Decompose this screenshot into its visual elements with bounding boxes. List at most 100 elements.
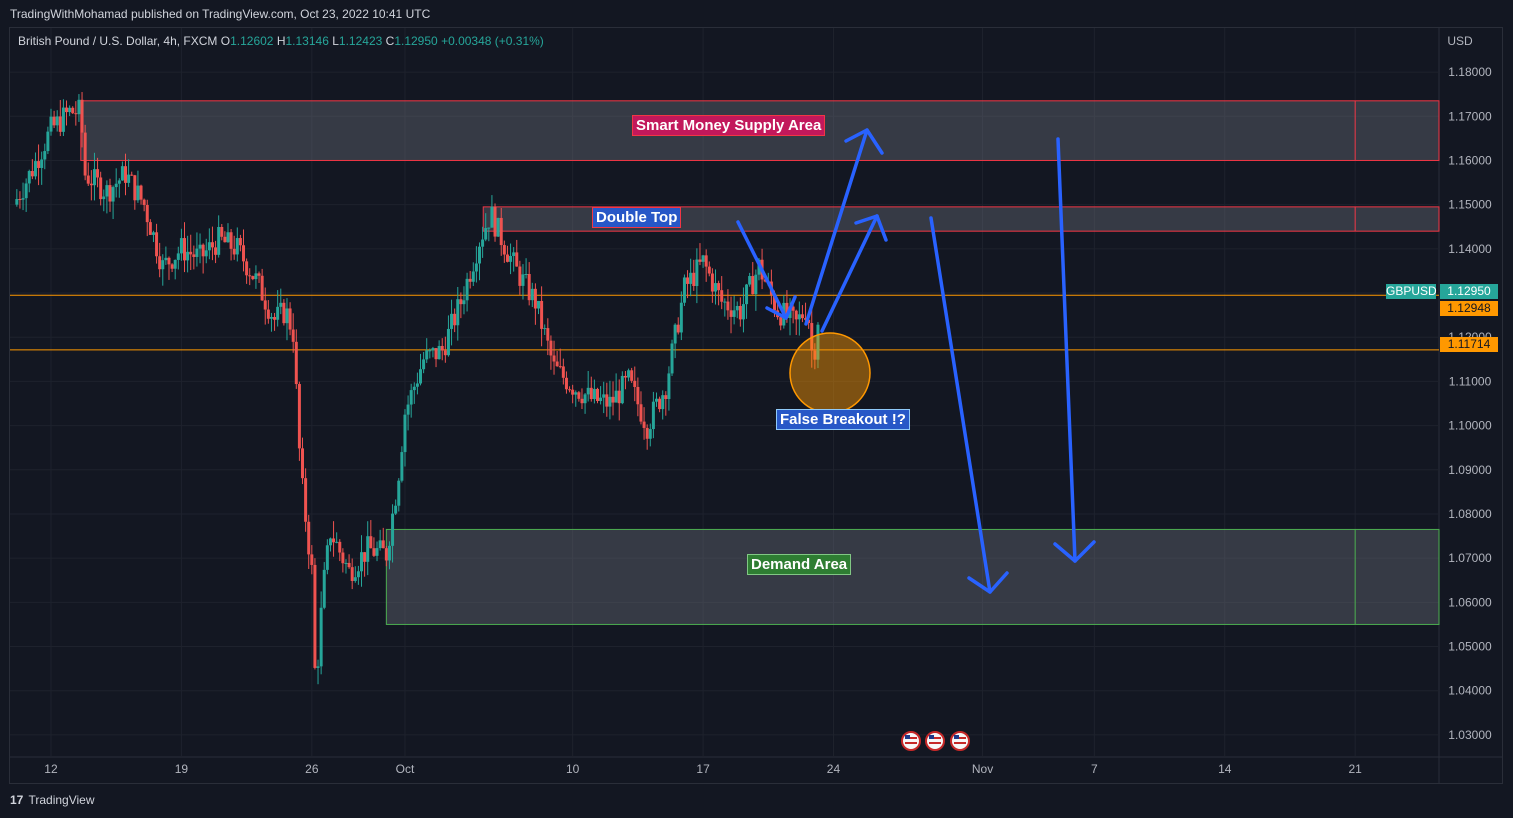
candle-body <box>512 252 516 256</box>
candle-body <box>316 666 320 668</box>
candle-body <box>723 301 727 303</box>
arrow-down-to-demand-1 <box>929 216 992 594</box>
candle-body <box>96 169 100 178</box>
candle-body <box>55 116 59 126</box>
candle-body <box>266 309 270 319</box>
candle-body <box>158 256 162 270</box>
candle-body <box>459 299 463 305</box>
candle-body <box>682 277 686 303</box>
candle-body <box>751 276 755 295</box>
candle-body <box>155 232 159 257</box>
x-tick-label: 17 <box>696 762 710 776</box>
footer-brand[interactable]: 17 TradingView <box>10 790 95 810</box>
candle-body <box>341 552 345 564</box>
candle-body <box>313 564 317 668</box>
candle-body <box>717 283 721 291</box>
candle-body <box>332 538 336 543</box>
candle-body <box>242 245 246 262</box>
candle-body <box>779 317 783 326</box>
change-value: +0.00348 (+0.31%) <box>441 34 544 48</box>
us-flag-icon <box>901 731 921 751</box>
candle-body <box>344 562 348 564</box>
arrow-down-into-range-head <box>765 295 797 320</box>
candle-body <box>297 384 301 449</box>
candle-body <box>360 552 364 572</box>
x-tick-label: 14 <box>1218 762 1232 776</box>
candle-body <box>372 548 376 556</box>
candle-body <box>151 232 155 235</box>
candle-body <box>446 328 450 356</box>
x-tick-label: 12 <box>44 762 58 776</box>
candle-body <box>291 329 295 342</box>
candle-body <box>33 161 37 177</box>
publisher-bar: TradingWithMohamad published on TradingV… <box>0 0 1513 28</box>
candle-body <box>505 254 509 262</box>
candle-body <box>611 396 615 403</box>
candle-body <box>518 266 522 286</box>
candle-body <box>574 392 578 395</box>
label-false-breakout[interactable]: False Breakout !? <box>776 409 910 430</box>
candle-body <box>645 427 649 439</box>
candle-body <box>176 253 180 260</box>
candle-body <box>285 308 289 324</box>
candle-body <box>251 276 255 280</box>
candle-body <box>577 392 581 399</box>
us-flag-icon <box>950 731 970 751</box>
candle-body <box>338 541 342 553</box>
candle-body <box>347 562 351 568</box>
candle-body <box>661 395 665 410</box>
candle-body <box>735 305 739 311</box>
y-tick-label: 1.15000 <box>1448 198 1492 212</box>
candle-body <box>720 290 724 302</box>
candle-body <box>74 113 78 115</box>
candle-body <box>595 388 599 402</box>
candle-body <box>273 317 277 320</box>
candle-body <box>521 274 525 286</box>
candle-body <box>381 540 385 549</box>
candle-body <box>453 313 457 326</box>
candle-body <box>130 174 134 176</box>
candle-body <box>223 236 227 243</box>
candle-body <box>179 238 183 254</box>
candle-body <box>409 390 413 405</box>
arrow-down-into-range <box>736 220 788 320</box>
us-flag-canton <box>954 735 959 739</box>
chart-frame[interactable] <box>9 27 1503 784</box>
candle-body <box>807 319 811 324</box>
y-tick-label: 1.06000 <box>1448 595 1492 609</box>
candle-body <box>397 480 401 506</box>
candle-body <box>713 283 717 292</box>
candle-body <box>102 196 106 200</box>
candle-body <box>49 116 53 132</box>
candle-body <box>210 242 214 248</box>
candle-body <box>46 131 50 152</box>
false-breakout-circle <box>789 332 871 414</box>
candle-body <box>40 159 44 168</box>
y-tick-label: 1.16000 <box>1448 153 1492 167</box>
candle-body <box>198 244 202 249</box>
candle-body <box>456 299 460 326</box>
candle-body <box>15 199 19 205</box>
label-supply-area[interactable]: Smart Money Supply Area <box>632 115 826 136</box>
candle-body <box>375 548 379 556</box>
candle-body <box>546 328 550 341</box>
label-demand-area[interactable]: Demand Area <box>747 554 852 575</box>
us-flag-stripe <box>929 742 941 744</box>
candle-body <box>745 284 749 305</box>
y-tick-label: 1.08000 <box>1448 507 1492 521</box>
symbol-name: British Pound / U.S. Dollar, 4h, FXCM <box>18 34 218 48</box>
candle-body <box>61 107 65 132</box>
candle-body <box>701 255 705 262</box>
candle-body <box>301 448 305 479</box>
candle-body <box>226 232 230 243</box>
candle-body <box>111 187 115 202</box>
candle-body <box>530 288 534 301</box>
candle-body <box>617 390 621 404</box>
label-double-top[interactable]: Double Top <box>592 207 682 228</box>
candle-body <box>77 99 81 115</box>
candle-body <box>27 171 31 184</box>
candle-body <box>167 257 171 265</box>
candle-body <box>133 175 137 201</box>
candle-body <box>425 350 429 360</box>
